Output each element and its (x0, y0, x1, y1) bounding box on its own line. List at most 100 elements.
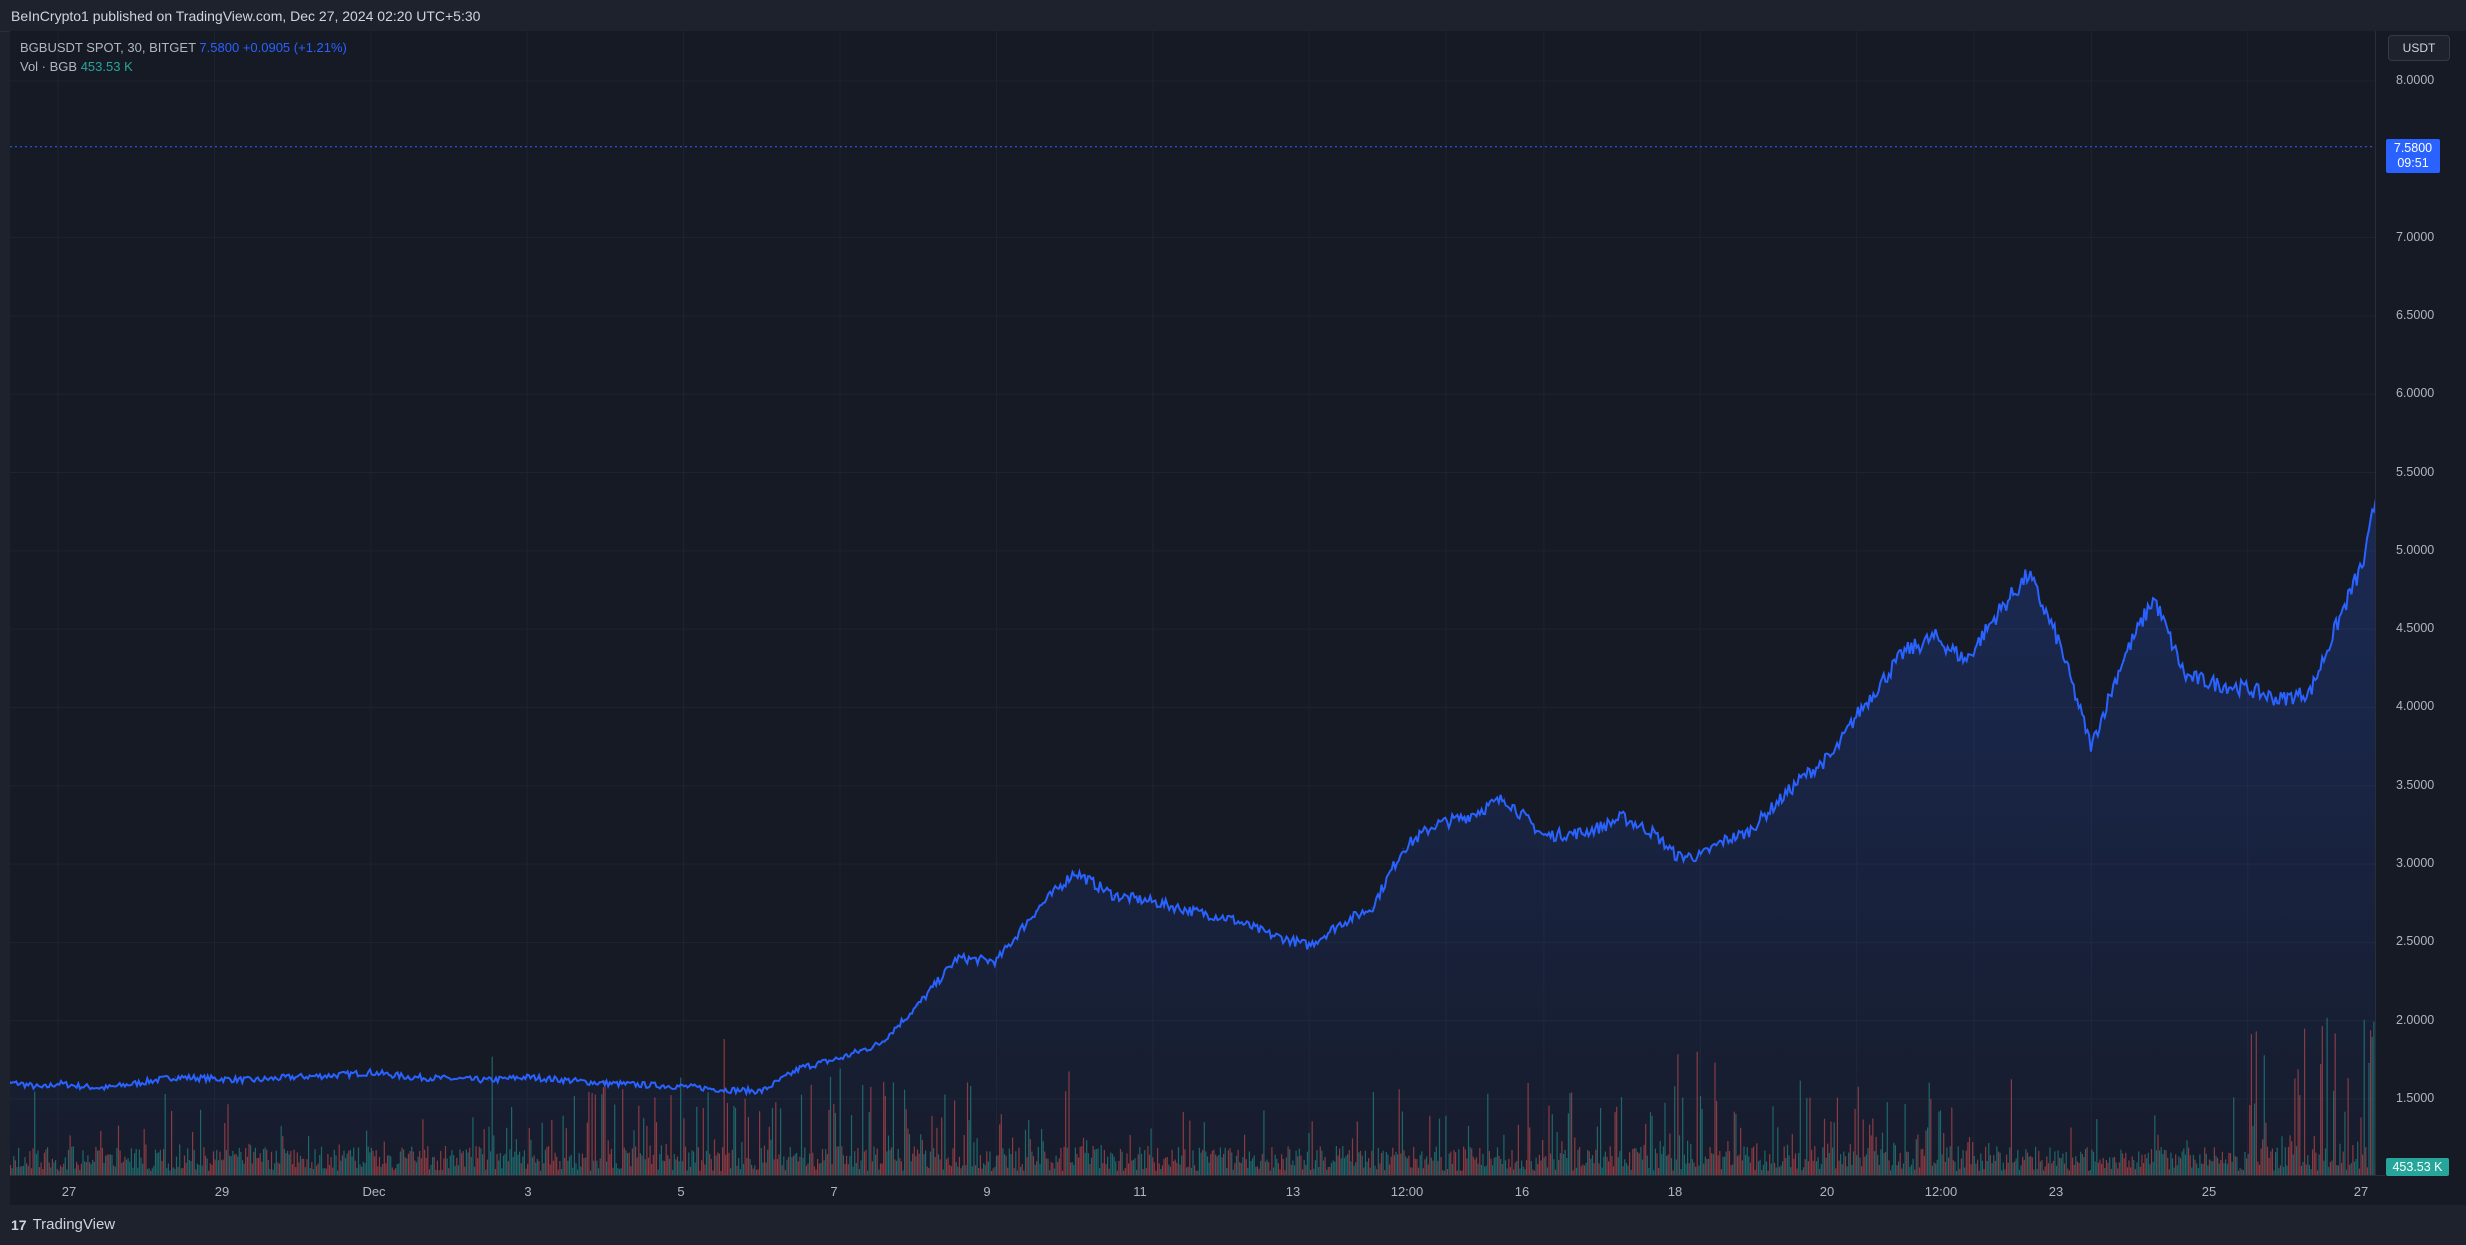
price-point (448, 1078, 450, 1080)
legend-vol-label: Vol · BGB (20, 59, 78, 74)
price-point (135, 1082, 137, 1084)
price-point (292, 1076, 294, 1078)
price-point (41, 1087, 43, 1089)
price-tick-label: 6.0000 (2396, 386, 2435, 401)
price-point (722, 1089, 724, 1091)
price-point (2153, 597, 2155, 599)
price-axis[interactable] (2375, 31, 2466, 1205)
volume-badge: 453.53 K (2386, 1158, 2449, 1176)
legend: BGBUSDT SPOT, 30, BITGET 7.5800 +0.0905 … (20, 38, 347, 76)
time-tick-label: 25 (2201, 1184, 2217, 1199)
price-point (1996, 612, 1998, 614)
currency-button[interactable]: USDT (2388, 35, 2450, 61)
time-tick-label: 13 (1285, 1184, 1301, 1199)
price-point (1504, 797, 1506, 799)
price-point (2341, 612, 2343, 614)
price-point (1965, 659, 1967, 661)
price-tick-label: 2.5000 (2396, 934, 2435, 949)
price-point (878, 1043, 880, 1045)
price-point (683, 1085, 685, 1087)
price-point (253, 1079, 255, 1081)
price-tick-label: 2.0000 (2396, 1012, 2435, 1027)
time-tick-label: 27 (61, 1184, 77, 1199)
price-point (1582, 832, 1584, 834)
price-tick-label: 3.0000 (2396, 856, 2435, 871)
price-point (2309, 691, 2311, 693)
price-point (1605, 824, 1607, 826)
price-point (644, 1084, 646, 1086)
price-point (409, 1076, 411, 1078)
time-tick-label: 18 (1667, 1184, 1683, 1199)
price-point (1402, 847, 1404, 849)
price-point (1801, 777, 1803, 779)
price-point (1777, 800, 1779, 802)
tradingview-logo-icon: 17 (11, 1216, 27, 1233)
price-point (1746, 832, 1748, 834)
time-axis[interactable] (10, 1175, 2385, 1206)
price-tick-label: 6.5000 (2396, 307, 2435, 322)
tradingview-logo[interactable]: 17 TradingView (11, 1216, 115, 1233)
published-text: BeInCrypto1 published on TradingView.com… (11, 8, 481, 24)
time-tick-label: 20 (1819, 1184, 1835, 1199)
time-tick-label: 16 (1514, 1184, 1530, 1199)
price-point (1879, 683, 1881, 685)
price-point (331, 1075, 333, 1077)
price-tick-label: 4.0000 (2396, 699, 2435, 714)
price-point (57, 1082, 59, 1084)
price-point (1652, 832, 1654, 834)
price-point (2184, 675, 2186, 677)
price-point (80, 1085, 82, 1087)
price-point (995, 960, 997, 962)
price-point (2122, 659, 2124, 661)
price-point (2028, 573, 2030, 575)
price-point (1340, 923, 1342, 925)
price-point (565, 1079, 567, 1081)
last-price-badge: 7.5800 09:51 (2386, 139, 2440, 173)
time-tick-label: 11 (1133, 1184, 1147, 1199)
price-point (1903, 652, 1905, 654)
price-point (2364, 558, 2366, 560)
price-point (2090, 746, 2092, 748)
price-point (1543, 835, 1545, 837)
price-point (1113, 894, 1115, 896)
time-tick-label: 3 (524, 1184, 532, 1199)
price-point (1621, 816, 1623, 818)
price-tick-label: 8.0000 (2396, 73, 2435, 87)
time-tick-label: Dec (362, 1184, 386, 1199)
price-tick-label: 1.5000 (2396, 1091, 2435, 1105)
price-point (1152, 901, 1154, 903)
price-tick-label: 7.0000 (2396, 229, 2435, 244)
price-point (1308, 945, 1310, 947)
price-point (1699, 855, 1701, 857)
price-point (1676, 855, 1678, 857)
time-tick-label: 23 (2048, 1184, 2064, 1199)
legend-volume-row: Vol · BGB 453.53 K (20, 57, 347, 76)
price-point (1723, 840, 1725, 842)
price-tick-label: 5.5000 (2396, 464, 2435, 479)
header-bar: BeInCrypto1 published on TradingView.com… (0, 0, 2466, 32)
time-tick-label: 12:00 (1924, 1184, 1958, 1199)
price-tick-label: 4.5000 (2396, 621, 2435, 636)
chart-pane[interactable] (10, 31, 2385, 1205)
price-point (174, 1076, 176, 1078)
price-point (1035, 910, 1037, 912)
price-point (18, 1082, 20, 1084)
price-point (2059, 644, 2061, 646)
time-tick-label: 12:00 (1390, 1184, 1424, 1199)
price-point (956, 957, 958, 959)
price-point (1371, 907, 1373, 909)
price-point (761, 1090, 763, 1092)
price-point (839, 1057, 841, 1059)
countdown-label: 09:51 (2397, 156, 2429, 170)
price-point (1269, 934, 1271, 936)
time-tick-label: 29 (214, 1184, 230, 1199)
time-tick-label: 27 (2353, 1184, 2369, 1199)
price-point (104, 1087, 106, 1089)
price-point (1856, 714, 1858, 716)
time-tick-label: 7 (830, 1184, 838, 1199)
price-tick-label: 3.5000 (2396, 777, 2435, 792)
price-point (1230, 918, 1232, 920)
price-area-fill (10, 435, 2385, 1205)
last-price-label: 7.5800 (2393, 141, 2433, 155)
price-point (1465, 816, 1467, 818)
